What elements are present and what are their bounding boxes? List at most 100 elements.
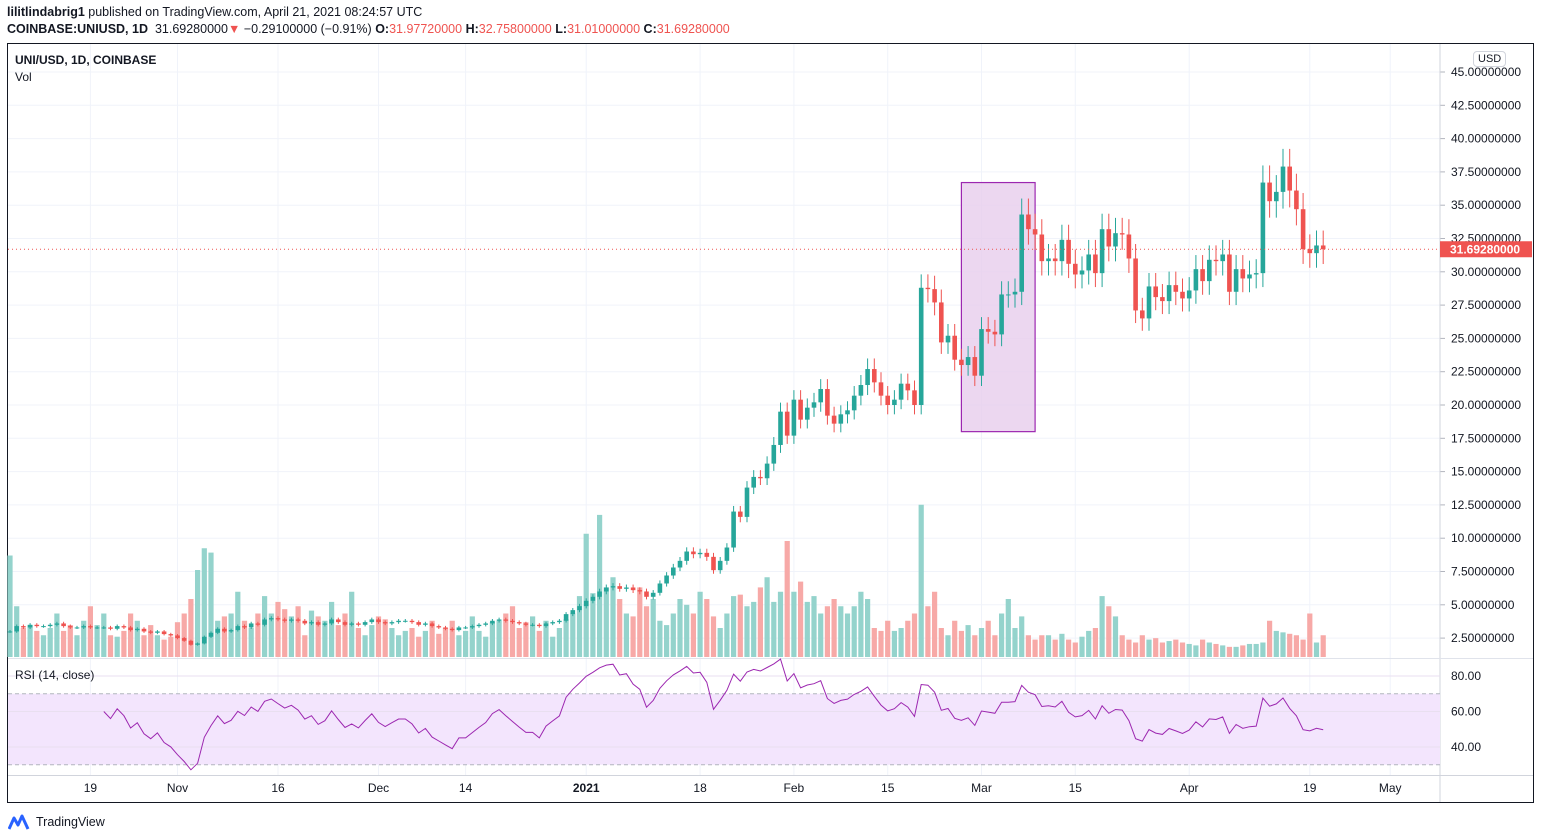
candle-body [1119,233,1125,235]
candle-body [1126,234,1132,259]
candle-body [282,619,287,621]
candle-body [242,626,247,628]
candle-body [724,547,730,561]
candle-body [791,399,797,436]
volume-bar [342,613,348,657]
volume-bar [1032,639,1038,657]
time-axis-label: Nov [167,781,188,795]
candle-body [443,627,448,629]
candle-body [195,643,200,645]
candle-body [851,395,857,411]
candle-body [1052,258,1058,262]
rsi-axis-label: 40.00 [1451,740,1481,754]
volume-bar [771,601,777,657]
price-axis-label: 27.50000000 [1451,298,1521,312]
candle-body [362,622,368,625]
volume-bar [355,628,361,657]
candle-body [1233,269,1239,292]
candle-body [235,626,241,631]
candle-body [463,627,468,629]
volume-bar [1320,635,1326,657]
volume-bar [610,577,616,657]
volume-bar [1159,642,1165,657]
volume-bar [1300,639,1306,657]
volume-bar [369,625,375,657]
volume-bar [657,620,663,657]
candle-body [121,626,127,628]
volume-bar [396,635,402,657]
open-label: O: [375,22,390,36]
currency-button[interactable]: USD [1473,51,1507,67]
volume-bar [1200,639,1206,657]
candle-body [872,369,877,383]
candle-body [396,620,401,623]
candle-body [34,624,40,627]
candle-body [570,610,576,615]
candle-body [764,463,770,479]
volume-bar [751,601,757,657]
volume-bar [838,606,844,657]
candle-body [691,551,696,555]
candle-body [818,389,823,403]
high-label: H: [465,22,479,36]
volume-bar [107,635,114,657]
last-price: 31.69280000 [154,22,228,36]
candle-body [342,622,348,625]
volume-bar [20,628,26,657]
volume-bar [509,606,516,657]
candle-body [985,329,991,332]
volume-bar [282,609,288,657]
volume-bar [121,630,127,657]
price-axis-label: 40.00000000 [1451,132,1521,146]
candle-body [610,586,616,588]
rsi-axis-label: 80.00 [1451,669,1481,683]
volume-bar [891,630,897,657]
rsi-band [8,693,1440,765]
tradingview-logo[interactable]: TradingView [8,814,105,830]
volume-bar [851,606,857,657]
volume-bar [1112,616,1119,657]
volume-bar [1206,642,1212,657]
volume-bar [308,610,315,657]
volume-bar [148,625,154,657]
volume-bar [523,622,529,657]
price-axis-label: 25.00000000 [1451,331,1521,345]
candle-body [1240,269,1246,279]
time-axis-label: 19 [1303,781,1317,795]
volume-bar [556,628,562,657]
volume-bar [188,599,194,657]
highlight-rectangle [960,181,1036,433]
volume-bar [731,596,737,657]
change: −0.29100000 (−0.91%) [243,22,372,36]
volume-bar [791,591,797,657]
volume-bar [47,628,53,657]
candle-body [805,407,810,420]
volume-bar [34,630,40,657]
candle-body [202,636,207,644]
candle-body [275,618,281,620]
volume-bar [1260,642,1266,657]
volume-bar [201,548,207,657]
last-price-label: 31.69280000 [1450,242,1520,256]
volume-bar [1186,643,1192,657]
volume-bar [804,601,810,657]
candle-body [657,583,663,593]
volume-bar [932,591,938,657]
volume-bar [1133,642,1139,657]
candle-body [664,575,669,584]
candle-body [74,627,80,629]
candle-body [108,627,113,629]
volume-bar [215,620,221,657]
volume-bar [965,625,971,657]
volume-bar [1099,596,1105,657]
time-axis-label: 18 [693,781,707,795]
volume-bar [650,599,656,657]
price-axis-label: 10.00000000 [1451,531,1521,545]
volume-bar [27,625,33,657]
volume-bar [463,630,469,657]
volume-bar [1119,635,1125,657]
time-axis-label: 19 [84,781,98,795]
candle-body [1039,234,1045,262]
volume-bar [831,599,837,657]
